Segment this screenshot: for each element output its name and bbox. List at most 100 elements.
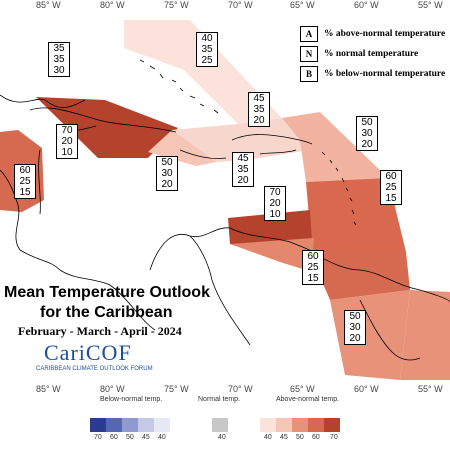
colorbar-normal — [212, 418, 228, 432]
tick-above-70: 70 — [330, 434, 338, 441]
normal-value: 20 — [61, 136, 73, 147]
legend-text-below: % below-normal temperature — [324, 69, 446, 79]
normal-value: 30 — [349, 322, 361, 333]
lon-top-60: 60° W — [354, 0, 379, 10]
above-value: 60 — [385, 171, 397, 182]
map-title-line2: for the Caribbean — [40, 304, 173, 321]
lon-bottom-55: 55° W — [418, 384, 443, 394]
normal-value: 30 — [361, 128, 373, 139]
prob-box-windward: 60 25 15 — [380, 170, 402, 205]
above-value: 50 — [349, 311, 361, 322]
map-title: Mean Temperature Outlook — [4, 284, 210, 301]
tick-below-70: 70 — [94, 434, 102, 441]
lon-top-65: 65° W — [290, 0, 315, 10]
normal-value: 35 — [201, 44, 213, 55]
prob-box-hispaniola-south: 45 35 20 — [232, 152, 254, 187]
prob-box-cuba-west: 35 35 30 — [48, 42, 70, 77]
colorbar-below-label: Below-normal temp. — [100, 396, 163, 403]
above-value: 60 — [307, 251, 319, 262]
colorbar-normal-swatch-0 — [212, 418, 228, 432]
below-value: 15 — [19, 187, 31, 198]
tick-normal-40: 40 — [218, 434, 226, 441]
lon-bottom-70: 70° W — [228, 384, 253, 394]
above-value: 70 — [269, 187, 281, 198]
legend-text-above: % above-normal temperature — [324, 29, 446, 39]
above-value: 50 — [361, 117, 373, 128]
colorbar-above-label: Above-normal temp. — [276, 396, 340, 403]
lon-bottom-85: 85° W — [36, 384, 61, 394]
region-venezuela — [330, 290, 410, 380]
below-value: 10 — [269, 209, 281, 220]
region-hispaniola — [172, 118, 310, 162]
tick-below-45: 45 — [142, 434, 150, 441]
normal-value: 25 — [385, 182, 397, 193]
legend-key-n: N — [300, 46, 318, 62]
below-value: 20 — [349, 333, 361, 344]
caricof-logo-subtitle: CARIBBEAN CLIMATE OUTLOOK FORUM — [36, 366, 153, 372]
lon-bottom-80: 80° W — [100, 384, 125, 394]
region-guianas — [400, 290, 450, 380]
colorbar-below-swatch-3 — [138, 418, 154, 432]
tick-below-50: 50 — [126, 434, 134, 441]
lon-bottom-75: 75° W — [164, 384, 189, 394]
colorbar-above-swatch-1 — [276, 418, 292, 432]
lon-bottom-60: 60° W — [354, 384, 379, 394]
tick-above-50: 50 — [296, 434, 304, 441]
lon-top-80: 80° W — [100, 0, 125, 10]
below-value: 10 — [61, 147, 73, 158]
normal-value: 30 — [161, 168, 173, 179]
tick-above-60: 60 — [312, 434, 320, 441]
colorbar-above-swatch-3 — [308, 418, 324, 432]
region-leeward — [282, 112, 388, 182]
prob-box-leeward: 50 30 20 — [356, 116, 378, 151]
tick-below-60: 60 — [110, 434, 118, 441]
lon-bottom-65: 65° W — [290, 384, 315, 394]
above-value: 50 — [161, 157, 173, 168]
prob-box-abc: 70 20 10 — [264, 186, 286, 221]
colorbar-below-swatch-4 — [154, 418, 170, 432]
above-value: 35 — [53, 43, 65, 54]
normal-value: 35 — [253, 104, 265, 115]
above-value: 70 — [61, 125, 73, 136]
below-value: 20 — [161, 179, 173, 190]
prob-box-jamaica: 50 30 20 — [156, 156, 178, 191]
normal-value: 25 — [307, 262, 319, 273]
colorbar-above-swatch-2 — [292, 418, 308, 432]
prob-box-cuba-east: 70 20 10 — [56, 124, 78, 159]
below-value: 30 — [53, 65, 65, 76]
normal-value: 35 — [53, 54, 65, 65]
colorbar-above-swatch-0 — [260, 418, 276, 432]
colorbar-below-swatch-1 — [106, 418, 122, 432]
tick-above-40: 40 — [264, 434, 272, 441]
caricof-logo: CariCOF — [44, 340, 132, 365]
lon-top-75: 75° W — [164, 0, 189, 10]
above-value: 60 — [19, 165, 31, 176]
normal-value: 25 — [19, 176, 31, 187]
colorbar-normal-label: Normal temp. — [198, 396, 241, 403]
legend: A % above-normal temperature N % normal … — [298, 22, 450, 88]
prob-box-bahamas: 40 35 25 — [196, 32, 218, 67]
region-bahamas — [124, 20, 282, 124]
below-value: 20 — [237, 175, 249, 186]
normal-value: 35 — [237, 164, 249, 175]
prob-box-guianas: 50 30 20 — [344, 310, 366, 345]
above-value: 45 — [253, 93, 265, 104]
forecast-period: February - March - April - 2024 — [18, 324, 182, 338]
coastlines — [0, 59, 450, 361]
region-south-caribbean — [230, 238, 314, 272]
below-value: 15 — [307, 273, 319, 284]
colorbar-above-swatch-4 — [324, 418, 340, 432]
legend-key-a: A — [300, 26, 318, 42]
legend-text-normal: % normal temperature — [324, 49, 419, 59]
above-value: 40 — [201, 33, 213, 44]
tick-below-40: 40 — [158, 434, 166, 441]
prob-box-hispaniola: 45 35 20 — [248, 92, 270, 127]
lon-top-85: 85° W — [36, 0, 61, 10]
colorbar-below — [90, 418, 170, 432]
normal-value: 20 — [269, 198, 281, 209]
below-value: 25 — [201, 55, 213, 66]
lon-top-55: 55° W — [418, 0, 443, 10]
lon-top-70: 70° W — [228, 0, 253, 10]
prob-box-trinidad: 60 25 15 — [302, 250, 324, 285]
